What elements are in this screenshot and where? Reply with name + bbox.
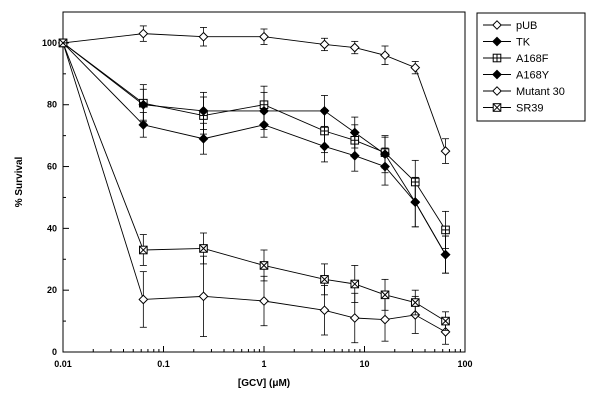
- data-point: [349, 313, 360, 323]
- data-point: [380, 50, 390, 61]
- data-point: [410, 298, 420, 307]
- legend-box: [476, 12, 586, 122]
- plot-area: [58, 11, 466, 353]
- data-point: [440, 249, 451, 260]
- legend-marker: [492, 103, 502, 112]
- data-point: [441, 225, 450, 235]
- data-point: [199, 244, 208, 253]
- series-line: [62, 42, 446, 231]
- data-point: [380, 149, 390, 160]
- legend-entries: pUB TK A168F A168Y Mutant 30 SR39: [483, 20, 565, 115]
- data-point: [440, 146, 451, 156]
- x-tick-label: 0.01: [54, 359, 72, 369]
- legend-marker: [492, 86, 502, 96]
- legend-marker: [492, 36, 502, 47]
- data-point: [138, 28, 149, 39]
- x-axis: 0.01 0.1 1 10 100: [54, 346, 473, 369]
- data-point: [139, 245, 148, 255]
- legend-item: pUB: [483, 20, 537, 32]
- y-tick-label: 20: [47, 285, 57, 295]
- x-tick-label: 1: [261, 359, 266, 369]
- y-axis: 0 20 40 60 80 100: [42, 38, 69, 357]
- legend-label: TK: [516, 37, 531, 49]
- y-tick-label: 80: [47, 100, 57, 110]
- data-point: [441, 316, 450, 326]
- y-tick-label: 0: [52, 347, 57, 357]
- legend-label: A168Y: [516, 70, 550, 82]
- series-pub: [58, 25, 451, 164]
- data-point: [349, 127, 360, 138]
- data-point: [259, 261, 269, 270]
- data-point: [380, 290, 390, 300]
- legend-item: A168F: [483, 53, 549, 65]
- legend: pUB TK A168F A168Y Mutant 30 SR39: [476, 12, 586, 122]
- x-tick-label: 10: [359, 359, 369, 369]
- data-point: [138, 294, 149, 305]
- legend-marker: [492, 20, 502, 30]
- data-point: [259, 296, 269, 306]
- y-tick-label: 60: [47, 162, 57, 172]
- series-layer: [58, 25, 451, 345]
- data-point: [380, 314, 390, 325]
- x-tick-label: 100: [457, 359, 472, 369]
- series-line: [62, 33, 446, 152]
- legend-marker: [492, 69, 502, 80]
- legend-marker: [492, 53, 502, 63]
- data-point: [319, 39, 330, 50]
- legend-item: SR39: [483, 103, 544, 115]
- y-tick-label: 100: [42, 38, 57, 48]
- legend-item: TK: [483, 37, 531, 49]
- y-axis-title: % Survival: [14, 156, 25, 207]
- x-axis-title: [GCV] (μM): [238, 378, 290, 389]
- data-point: [320, 275, 329, 284]
- data-point: [198, 133, 209, 144]
- series-mutant-30: [58, 38, 451, 345]
- legend-item: Mutant 30: [483, 86, 565, 98]
- data-point: [350, 279, 360, 289]
- legend-label: SR39: [516, 103, 544, 115]
- y-tick-label: 40: [47, 223, 57, 233]
- series-tk: [58, 38, 451, 274]
- data-point: [198, 291, 209, 302]
- legend-label: pUB: [516, 20, 537, 32]
- data-point: [410, 197, 421, 207]
- data-point: [259, 106, 269, 116]
- series-sr39: [58, 38, 450, 331]
- data-point: [320, 126, 329, 136]
- data-point: [138, 119, 149, 130]
- data-point: [198, 106, 209, 116]
- data-point: [198, 31, 209, 42]
- series-a168y: [58, 38, 451, 274]
- data-point: [259, 31, 269, 42]
- data-point: [138, 99, 149, 110]
- data-point: [349, 42, 360, 53]
- legend-item: A168Y: [483, 70, 550, 82]
- x-tick-label: 0.1: [157, 359, 170, 369]
- legend-label: A168F: [516, 53, 549, 65]
- legend-label: Mutant 30: [516, 86, 565, 98]
- data-point: [410, 62, 421, 73]
- data-point: [319, 106, 330, 116]
- data-point: [319, 305, 330, 316]
